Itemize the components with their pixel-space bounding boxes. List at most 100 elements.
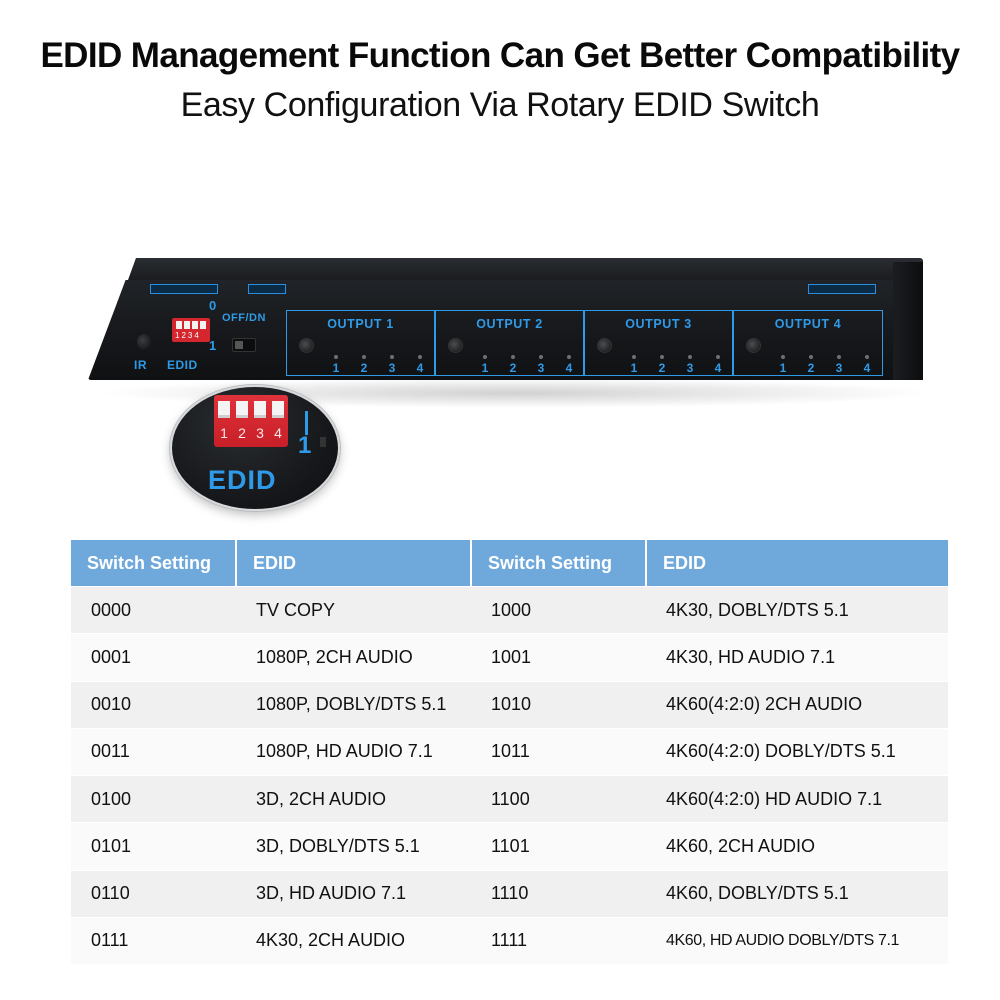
switch-setting-cell: 1111 — [471, 916, 646, 964]
output-select-button[interactable] — [448, 338, 463, 353]
switch-on-marker: 1 — [209, 338, 217, 353]
table-row: 0001 1080P, 2CH AUDIO 1001 4K30, HD AUDI… — [71, 633, 948, 681]
zoom-dip-digit: 2 — [238, 425, 246, 441]
edid-cell: 4K60, HD AUDIO DOBLY/DTS 7.1 — [646, 916, 948, 964]
port-number: 4 — [416, 361, 424, 375]
output-group-1: OUTPUT 1 1 2 3 4 — [286, 310, 435, 376]
dip-toggle-3[interactable] — [192, 321, 198, 329]
edid-cell: 4K60, DOBLY/DTS 5.1 — [646, 869, 948, 918]
column-header-edid: EDID — [646, 540, 948, 587]
edid-cell: 3D, DOBLY/DTS 5.1 — [236, 822, 471, 870]
zoom-dip-toggle-1 — [218, 401, 230, 418]
port-led-indicator — [716, 355, 720, 359]
zoom-toggle-knob — [320, 437, 326, 447]
dip-numbers: 1234 — [175, 331, 201, 340]
edid-cell: 3D, 2CH AUDIO — [236, 774, 471, 823]
switch-setting-cell: 1110 — [471, 869, 646, 918]
edid-switch-zoom-callout: 1 2 3 4 1 EDID — [170, 385, 340, 511]
switch-setting-cell: 1000 — [471, 585, 646, 634]
switch-setting-cell: 0100 — [71, 774, 236, 823]
zoom-dip-digit: 1 — [220, 425, 228, 441]
port-led-indicator — [483, 355, 487, 359]
edid-dip-switch[interactable]: 1234 — [172, 318, 210, 342]
page-subtitle: Easy Configuration Via Rotary EDID Switc… — [180, 86, 820, 124]
output-group-2: OUTPUT 2 1 2 3 4 — [435, 310, 584, 376]
switch-setting-cell: 0101 — [71, 822, 236, 870]
edid-cell: 4K60(4:2:0) DOBLY/DTS 5.1 — [646, 727, 948, 776]
switch-setting-cell: 1010 — [471, 680, 646, 729]
port-number: 2 — [807, 361, 815, 375]
zoom-dip-switch: 1 2 3 4 — [214, 395, 288, 447]
edid-cell: 1080P, DOBLY/DTS 5.1 — [236, 680, 471, 729]
output-select-button[interactable] — [746, 338, 761, 353]
port-number: 3 — [686, 361, 694, 375]
table-row: 0101 3D, DOBLY/DTS 5.1 1101 4K60, 2CH AU… — [71, 822, 948, 870]
port-number: 2 — [360, 361, 368, 375]
edid-cell: 3D, HD AUDIO 7.1 — [236, 869, 471, 918]
edid-cell: 4K60, 2CH AUDIO — [646, 822, 948, 870]
output-port: 2 — [506, 355, 520, 375]
device-sticker-right — [808, 284, 876, 294]
port-number: 1 — [481, 361, 489, 375]
port-led-indicator — [511, 355, 515, 359]
zoom-dip-toggle-3 — [254, 401, 266, 418]
port-led-indicator — [334, 355, 338, 359]
mode-switch-label: OFF/DN — [222, 312, 266, 324]
zoom-dip-toggle-4 — [272, 401, 284, 418]
port-number: 3 — [835, 361, 843, 375]
port-number: 2 — [509, 361, 517, 375]
output-port: 1 — [627, 355, 641, 375]
output-group-4: OUTPUT 4 1 2 3 4 — [733, 310, 883, 376]
dip-toggle-1[interactable] — [176, 321, 182, 329]
zoom-on-indicator-bar — [305, 411, 308, 435]
output-port: 3 — [832, 355, 846, 375]
port-led-indicator — [837, 355, 841, 359]
switch-setting-cell: 0001 — [71, 633, 236, 681]
column-header-edid: EDID — [236, 540, 472, 587]
output-select-button[interactable] — [597, 338, 612, 353]
output-select-button[interactable] — [299, 338, 314, 353]
switch-setting-cell: 0110 — [71, 869, 236, 918]
output-group-3: OUTPUT 3 1 2 3 4 — [584, 310, 733, 376]
port-number: 4 — [863, 361, 871, 375]
port-led-indicator — [539, 355, 543, 359]
port-led-indicator — [688, 355, 692, 359]
port-led-indicator — [660, 355, 664, 359]
port-number: 3 — [388, 361, 396, 375]
column-header-switch-setting: Switch Setting — [471, 540, 647, 587]
device-front-panel — [88, 280, 923, 380]
output-port: 3 — [534, 355, 548, 375]
output-label: OUTPUT 1 — [327, 317, 394, 331]
table-row: 0011 1080P, HD AUDIO 7.1 1011 4K60(4:2:0… — [71, 727, 948, 776]
output-label: OUTPUT 2 — [476, 317, 543, 331]
zoom-dip-digit: 3 — [256, 425, 264, 441]
table-row: 0110 3D, HD AUDIO 7.1 1110 4K60, DOBLY/D… — [71, 869, 948, 918]
edid-cell: 1080P, 2CH AUDIO — [236, 633, 471, 681]
port-led-indicator — [865, 355, 869, 359]
zoom-on-marker: 1 — [298, 432, 312, 459]
port-led-indicator — [809, 355, 813, 359]
device-top-panel — [128, 258, 923, 280]
dip-toggle-2[interactable] — [184, 321, 190, 329]
switch-setting-cell: 0011 — [71, 727, 236, 776]
table-row: 0000 TV COPY 1000 4K30, DOBLY/DTS 5.1 — [71, 585, 948, 634]
edid-cell: 4K30, DOBLY/DTS 5.1 — [646, 585, 948, 634]
edid-cell: TV COPY — [236, 585, 471, 634]
edid-settings-table: Switch Setting EDID Switch Setting EDID … — [71, 540, 948, 964]
table-header-row: Switch Setting EDID Switch Setting EDID — [71, 540, 948, 587]
port-number: 1 — [779, 361, 787, 375]
port-number: 4 — [714, 361, 722, 375]
output-port: 1 — [329, 355, 343, 375]
dip-toggle-4[interactable] — [200, 321, 206, 329]
output-port: 4 — [413, 355, 427, 375]
output-port: 3 — [385, 355, 399, 375]
port-led-indicator — [418, 355, 422, 359]
edid-cell: 4K30, HD AUDIO 7.1 — [646, 633, 948, 681]
page-title: EDID Management Function Can Get Better … — [40, 36, 960, 75]
mode-toggle-switch[interactable] — [232, 338, 256, 352]
port-number: 3 — [537, 361, 545, 375]
ir-label: IR — [134, 358, 147, 372]
device-sticker-mid — [248, 284, 286, 294]
table-row: 0010 1080P, DOBLY/DTS 5.1 1010 4K60(4:2:… — [71, 680, 948, 729]
output-port: 4 — [860, 355, 874, 375]
